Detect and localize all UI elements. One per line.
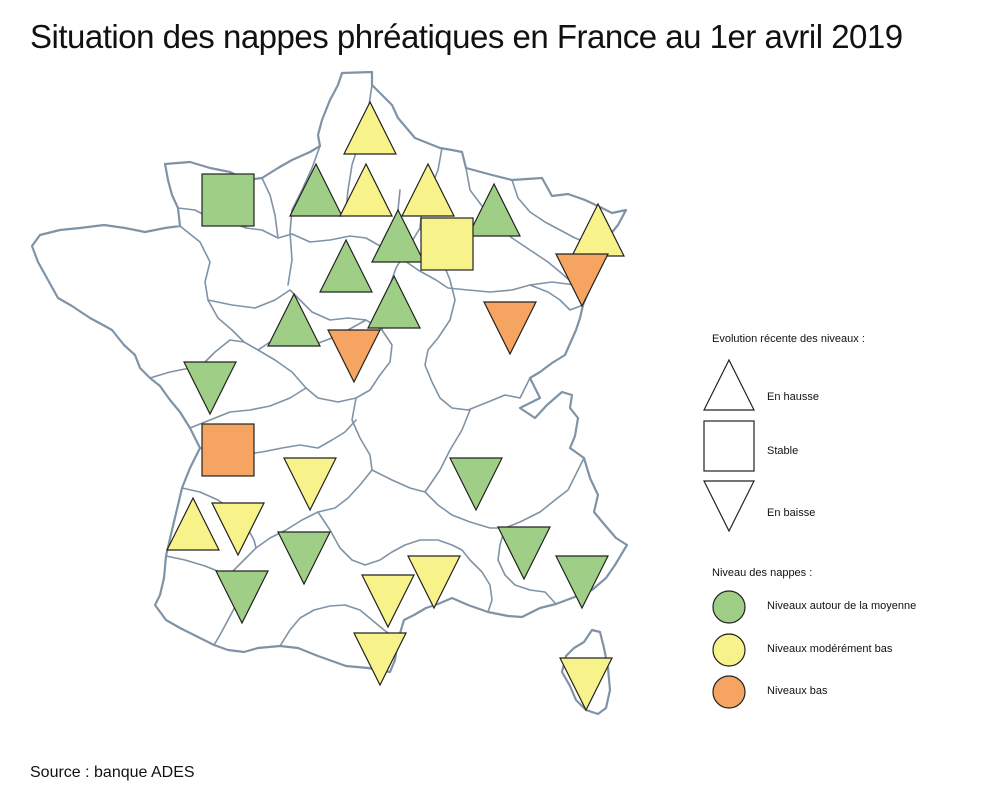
legend-stable-square-marker bbox=[703, 420, 755, 472]
falling-triangle-marker-orange bbox=[327, 329, 381, 384]
falling-triangle-marker-yellow bbox=[559, 657, 613, 712]
region-border bbox=[351, 329, 393, 471]
falling-triangle-marker-green bbox=[183, 361, 237, 416]
region-border bbox=[189, 387, 307, 429]
legend-evolution-title: Evolution récente des niveaux : bbox=[712, 333, 865, 345]
falling-triangle-marker-green bbox=[277, 531, 331, 586]
legend-label-hausse: En hausse bbox=[767, 391, 819, 403]
region-border bbox=[165, 555, 241, 646]
falling-triangle-marker-orange bbox=[483, 301, 537, 356]
region-border bbox=[317, 511, 493, 613]
region-border bbox=[424, 279, 531, 411]
map-title: Situation des nappes phréatiques en Fran… bbox=[30, 18, 903, 55]
rising-triangle-marker-green bbox=[289, 162, 343, 217]
stable-square-marker-yellow bbox=[420, 217, 474, 271]
rising-triangle-marker-yellow bbox=[339, 162, 393, 217]
rising-triangle-marker-green bbox=[467, 182, 521, 237]
stable-square-marker-orange bbox=[201, 423, 255, 477]
legend-label-stable: Stable bbox=[767, 445, 799, 457]
rising-triangle-marker-green bbox=[267, 292, 321, 347]
legend-level-swatch-orange bbox=[712, 675, 746, 709]
region-border bbox=[207, 289, 383, 331]
region-border bbox=[529, 284, 584, 311]
region-border bbox=[279, 604, 399, 647]
legend-label-bas: Niveaux bas bbox=[767, 685, 828, 697]
falling-triangle-marker-orange bbox=[555, 253, 609, 308]
region-border bbox=[287, 145, 321, 286]
falling-triangle-marker-yellow bbox=[211, 502, 265, 557]
region-border bbox=[424, 409, 471, 493]
rising-triangle-marker-yellow bbox=[166, 496, 220, 551]
region-border bbox=[261, 177, 279, 239]
markers-layer bbox=[166, 100, 625, 712]
falling-triangle-marker-green bbox=[497, 526, 551, 581]
falling-triangle-marker-green bbox=[555, 555, 609, 610]
rising-triangle-marker-yellow bbox=[343, 100, 397, 155]
legend-level-swatch-yellow bbox=[712, 633, 746, 667]
falling-triangle-marker-green bbox=[449, 457, 503, 512]
source-note: Source : banque ADES bbox=[30, 764, 195, 781]
region-border bbox=[231, 469, 373, 573]
falling-triangle-marker-yellow bbox=[283, 457, 337, 512]
stable-square-marker-green bbox=[201, 173, 255, 227]
rising-triangle-marker-green bbox=[371, 208, 425, 263]
region-border bbox=[291, 233, 576, 293]
rising-triangle-marker-yellow bbox=[401, 162, 455, 217]
falling-triangle-marker-yellow bbox=[353, 632, 407, 687]
region-border bbox=[497, 527, 557, 605]
legend-rising-triangle-marker bbox=[703, 358, 755, 411]
legend-label-moyenne: Niveaux autour de la moyenne bbox=[767, 600, 917, 612]
legend-level-swatch-green bbox=[712, 590, 746, 624]
country-outline bbox=[30, 70, 629, 674]
rising-triangle-marker-green bbox=[319, 238, 373, 293]
falling-triangle-marker-yellow bbox=[361, 574, 415, 629]
falling-triangle-marker-yellow bbox=[407, 555, 461, 610]
region-borders bbox=[30, 70, 629, 716]
region-border bbox=[511, 179, 597, 247]
legend-symbols bbox=[703, 358, 755, 709]
region-border bbox=[371, 457, 585, 529]
legend-falling-triangle-marker bbox=[703, 480, 755, 533]
legend-label-baisse: En baisse bbox=[767, 507, 816, 519]
legend-level-title: Niveau des nappes : bbox=[712, 567, 813, 579]
rising-triangle-marker-green bbox=[367, 274, 421, 329]
legend-label-moderement-bas: Niveaux modérément bas bbox=[767, 643, 893, 655]
region-border bbox=[465, 167, 576, 286]
falling-triangle-marker-green bbox=[215, 570, 269, 625]
